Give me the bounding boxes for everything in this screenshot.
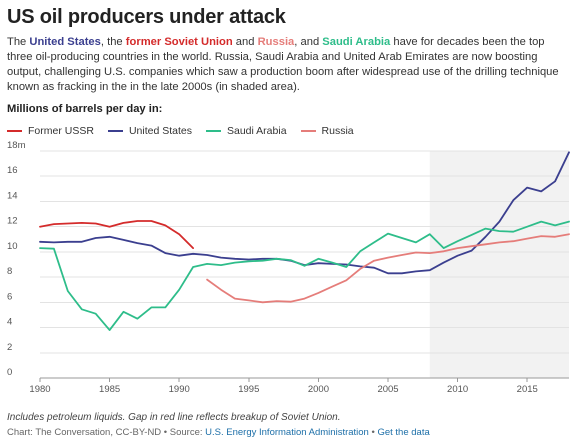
desc-text: , the bbox=[100, 36, 126, 48]
legend-swatch bbox=[300, 130, 316, 132]
legend-swatch bbox=[7, 130, 22, 132]
chart-source: Chart: The Conversation, CC-BY-ND • Sour… bbox=[7, 427, 430, 438]
desc-text: and bbox=[232, 36, 258, 48]
legend-item-russia: Russia bbox=[300, 125, 354, 137]
desc-russia-highlight: Russia bbox=[257, 36, 295, 48]
series-line-saudi-arabia bbox=[39, 220, 570, 332]
x-tick-label: 1995 bbox=[238, 384, 259, 395]
x-tick-label: 1985 bbox=[99, 384, 120, 395]
y-tick-label: 14 bbox=[7, 190, 18, 201]
desc-text: , and bbox=[294, 36, 323, 48]
chart-footnote: Includes petroleum liquids. Gap in red l… bbox=[7, 412, 341, 423]
chart-subhead: Millions of barrels per day in: bbox=[7, 103, 163, 115]
legend-item-saudi-arabia: Saudi Arabia bbox=[205, 125, 287, 137]
x-tick-label: 2000 bbox=[308, 384, 329, 395]
chart-title: US oil producers under attack bbox=[7, 6, 286, 28]
series-line-former-ussr bbox=[39, 220, 195, 249]
legend-label: Former USSR bbox=[28, 125, 94, 137]
desc-saudi-highlight: Saudi Arabia bbox=[322, 36, 391, 48]
x-tick-label: 1990 bbox=[169, 384, 190, 395]
series-line-russia bbox=[206, 233, 570, 304]
y-tick-label: 2 bbox=[7, 342, 12, 353]
x-tick-label: 2010 bbox=[447, 384, 468, 395]
fracking-era-shaded-region bbox=[429, 151, 569, 378]
y-tick-label: 0 bbox=[7, 367, 12, 378]
source-link[interactable]: U.S. Energy Information Administration bbox=[205, 427, 369, 438]
x-tick-label: 2005 bbox=[377, 384, 398, 395]
y-tick-label: 6 bbox=[7, 291, 12, 302]
desc-us-highlight: United States bbox=[29, 36, 101, 48]
legend-item-united-states: United States bbox=[107, 125, 192, 137]
desc-text: have for decades been the top three oil-… bbox=[7, 36, 559, 93]
source-separator: • bbox=[368, 427, 378, 438]
desc-text: The bbox=[7, 36, 30, 48]
y-tick-label: 8 bbox=[7, 266, 12, 277]
y-tick-label: 10 bbox=[7, 241, 18, 252]
x-tick-label: 2015 bbox=[517, 384, 538, 395]
x-tick-label: 1980 bbox=[29, 384, 50, 395]
source-text: Chart: The Conversation, CC-BY-ND • Sour… bbox=[7, 427, 206, 438]
chart-legend: Former USSR United States Saudi Arabia Russ… bbox=[7, 125, 368, 137]
legend-label: Russia bbox=[321, 125, 354, 137]
legend-swatch bbox=[205, 130, 221, 132]
legend-label: Saudi Arabia bbox=[226, 125, 287, 137]
y-tick-label: 18m bbox=[7, 140, 26, 151]
desc-ussr-highlight: former Soviet Union bbox=[125, 36, 233, 48]
get-data-link[interactable]: Get the data bbox=[377, 427, 430, 438]
line-chart: 0 2 4 6 8 10 12 14 16 18m 1980 1985 1990 1995 2000 2005… bbox=[7, 140, 570, 395]
legend-swatch bbox=[107, 130, 123, 132]
legend-label: United States bbox=[128, 125, 192, 137]
legend-item-former-ussr: Former USSR bbox=[7, 125, 94, 137]
y-tick-label: 4 bbox=[7, 317, 12, 328]
y-tick-label: 12 bbox=[7, 216, 18, 227]
chart-description: The United States, the former Soviet Uni… bbox=[7, 35, 573, 95]
y-tick-label: 16 bbox=[7, 165, 18, 176]
